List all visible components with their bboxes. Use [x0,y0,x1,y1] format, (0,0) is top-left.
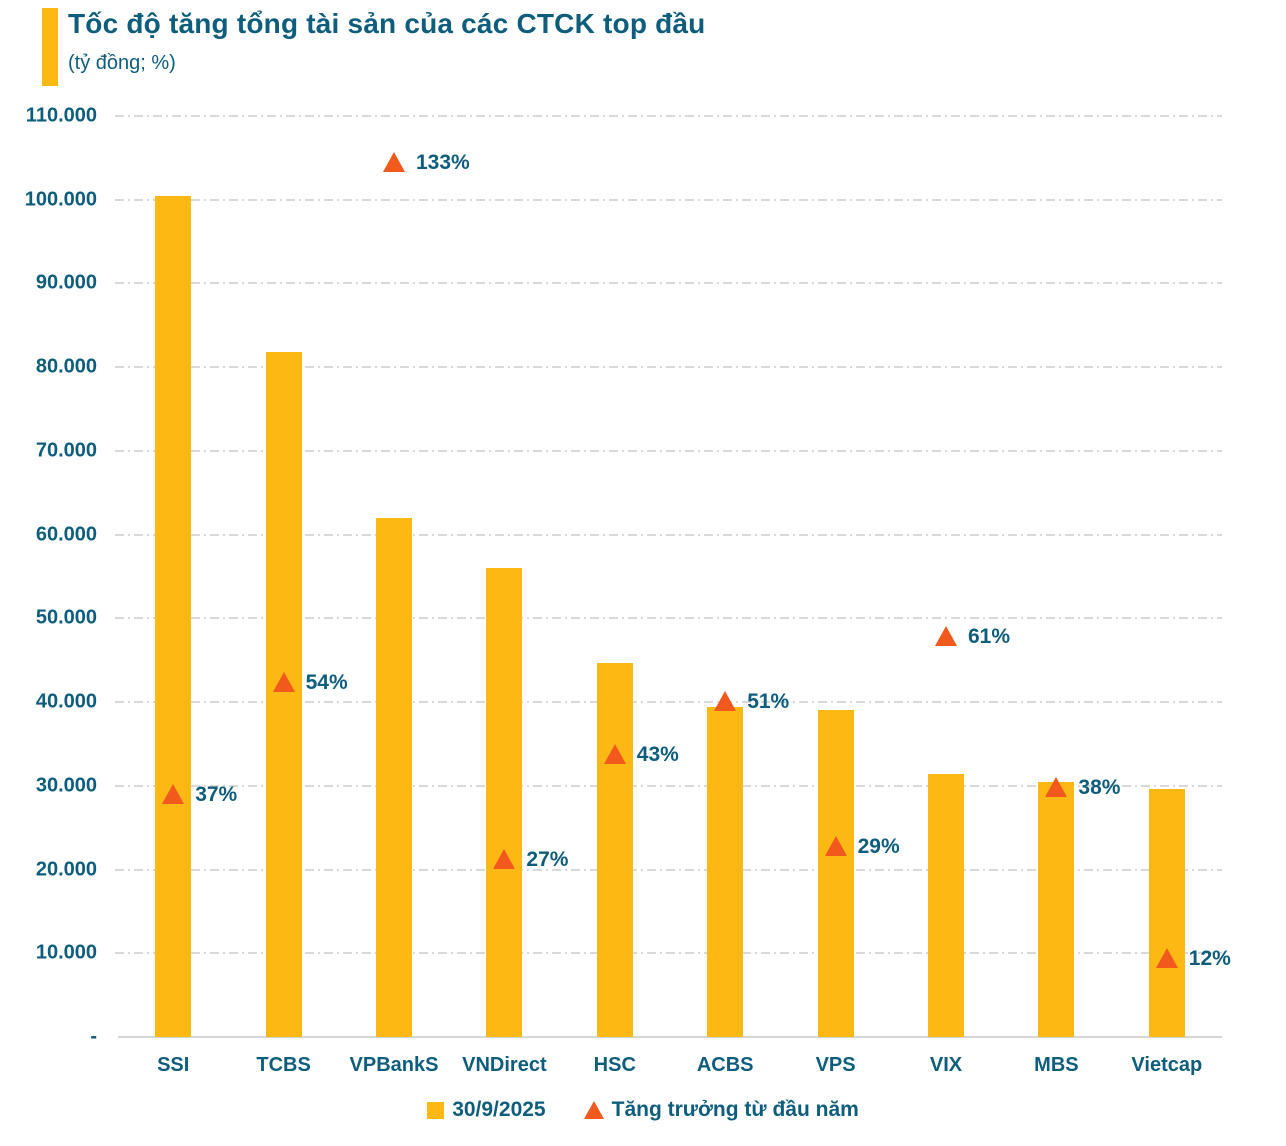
gridline [115,282,1222,285]
chart-legend: 30/9/2025 Tăng trưởng từ đầu năm [0,1098,1286,1122]
y-axis-tick-label: 60.000 [35,523,97,546]
bar-vietcap [1148,789,1185,1037]
growth-marker-vndirect [493,849,516,870]
y-axis-tick-label: 90.000 [35,271,97,294]
growth-label-vietcap: 12% [1188,947,1231,971]
page-title: Tốc độ tăng tổng tài sản của các CTCK to… [68,8,706,39]
growth-marker-tcbs [272,671,295,692]
gridline [115,952,1222,955]
title-accent-bar [42,8,58,86]
bar-vndirect [486,568,523,1037]
x-axis-line [118,1036,1222,1038]
gridline [115,198,1222,201]
y-axis-tick-label: 80.000 [35,355,97,378]
x-axis-label-vndirect: VNDirect [462,1054,547,1076]
gridline [115,366,1222,369]
bar-vps [817,709,854,1037]
gridline [115,115,1222,117]
x-axis-label-mbs: MBS [1034,1054,1079,1076]
y-axis-tick-label: 70.000 [35,439,97,462]
growth-marker-vpbanks [383,152,405,173]
growth-label-vndirect: 27% [526,848,569,872]
x-axis-label-vix: VIX [929,1054,963,1076]
growth-marker-vps [824,836,847,857]
bar-vpbanks [376,517,412,1037]
growth-marker-ssi [162,783,185,804]
growth-marker-mbs [1045,777,1068,797]
bar-tcbs [265,352,302,1037]
y-axis-tick-label: 30.000 [35,774,97,797]
legend-label-growth-series: Tăng trưởng từ đầu năm [611,1098,859,1121]
gridline [115,784,1222,787]
gridline [115,701,1222,704]
growth-label-acbs: 51% [747,690,790,714]
x-axis-label-tcbs: TCBS [256,1054,311,1076]
triangle-marker-icon [583,1101,604,1119]
x-axis-label-vietcap: Vietcap [1131,1054,1203,1076]
growth-label-mbs: 38% [1078,776,1121,799]
growth-label-tcbs: 54% [305,670,348,694]
growth-label-ssi: 37% [195,782,238,806]
growth-marker-hsc [603,744,626,765]
x-axis-label-acbs: ACBS [696,1054,754,1076]
x-axis-label-hsc: HSC [593,1054,636,1076]
bar-acbs [707,707,744,1037]
legend-item-growth-series: Tăng trưởng từ đầu năm [583,1098,859,1122]
legend-item-bar-series: 30/9/2025 [427,1098,546,1122]
growth-label-vix: 61% [968,624,1011,648]
x-axis-label-ssi: SSI [157,1054,190,1076]
y-axis-tick-label: 20.000 [35,858,97,881]
gridline [115,533,1222,536]
page-subtitle: (tỷ đồng; %) [68,52,176,74]
bar-vix [928,774,964,1037]
y-axis-tick-label: 40.000 [35,690,97,713]
x-axis-label-vpbanks: VPBankS [349,1054,439,1076]
growth-label-vpbanks: 133% [416,151,470,175]
y-axis-tick-label: 10.000 [35,941,97,964]
growth-marker-vietcap [1155,948,1178,969]
y-axis-tick-label: 50.000 [35,606,97,629]
growth-label-hsc: 43% [636,743,679,767]
legend-label-bar-series: 30/9/2025 [452,1098,546,1121]
growth-label-vps: 29% [857,835,900,859]
y-axis-tick-label: 100.000 [24,188,97,211]
growth-marker-acbs [714,691,737,712]
gridline [115,617,1222,620]
bar-mbs [1038,781,1075,1037]
growth-marker-vix [935,625,957,646]
y-axis-tick-label: - [90,1025,97,1048]
y-axis-tick-label: 110.000 [25,104,97,127]
x-axis-label-vps: VPS [815,1054,856,1076]
gridline [115,868,1222,871]
bar-series-swatch-icon [427,1101,445,1119]
bar-hsc [596,662,633,1037]
bar-ssi [155,195,192,1037]
gridline [115,449,1222,452]
